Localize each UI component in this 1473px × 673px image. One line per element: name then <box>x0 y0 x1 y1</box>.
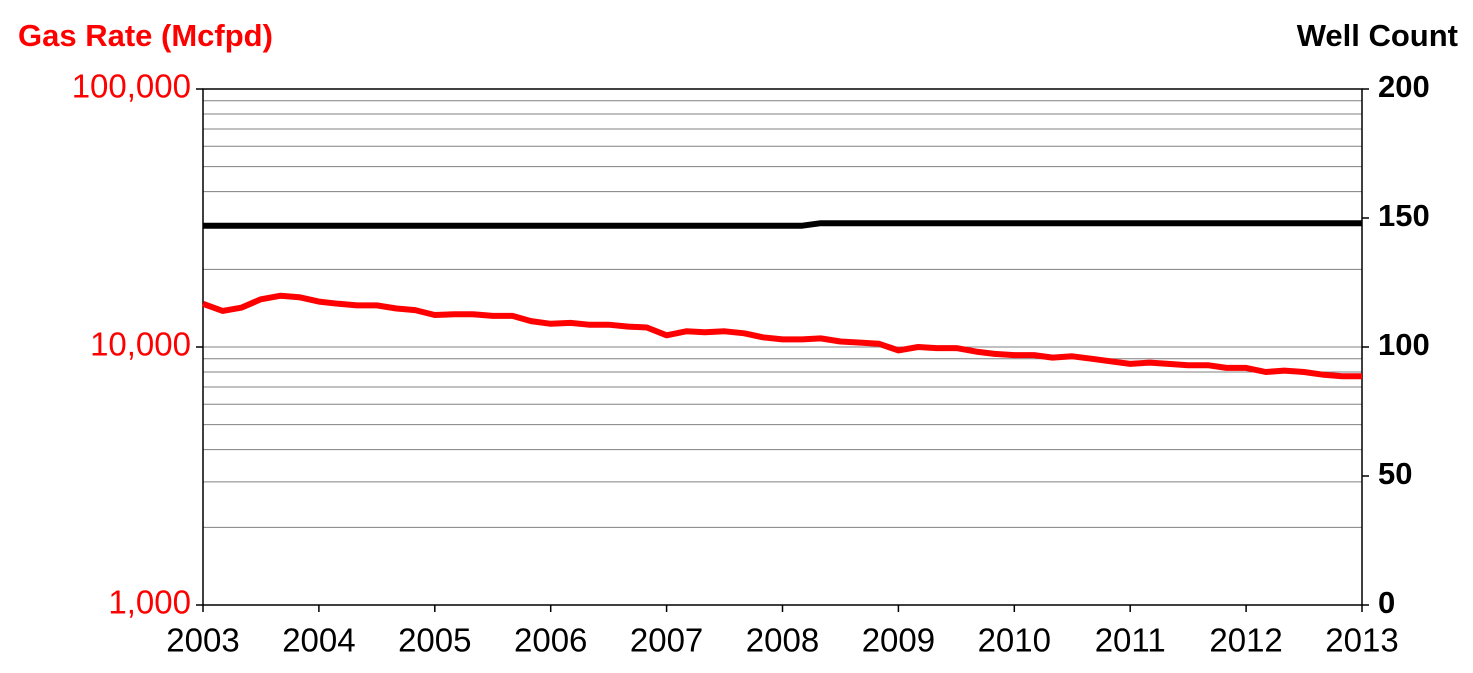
y2-tick-label: 50 <box>1378 456 1412 491</box>
x-tick-label: 2004 <box>282 622 355 659</box>
y2-axis-title: Well Count <box>1297 18 1458 53</box>
y-axis-title: Gas Rate (Mcfpd) <box>18 18 273 53</box>
series-line <box>203 220 1362 229</box>
x-tick-label: 2009 <box>862 622 935 659</box>
x-tick-label: 2013 <box>1325 622 1398 659</box>
x-tick-label: 2005 <box>398 622 471 659</box>
x-tick-label: 2012 <box>1209 622 1282 659</box>
x-tick-label: 2007 <box>630 622 703 659</box>
y-tick-label: 100,000 <box>72 68 191 105</box>
x-tick-label: 2011 <box>1095 622 1166 659</box>
plot-frame <box>202 88 1363 606</box>
y2-tick-label: 200 <box>1378 69 1430 104</box>
y2-tick-label: 0 <box>1378 585 1395 620</box>
y2-tick-label: 100 <box>1378 327 1430 362</box>
x-tick-label: 2003 <box>166 622 239 659</box>
y-tick-label: 1,000 <box>108 584 191 621</box>
series-line <box>201 292 1362 380</box>
x-tick-label: 2006 <box>514 622 587 659</box>
x-tick-label: 2008 <box>746 622 819 659</box>
x-tick-label: 2010 <box>978 622 1051 659</box>
y2-tick-label: 150 <box>1378 198 1430 233</box>
y-tick-label: 10,000 <box>90 326 191 363</box>
